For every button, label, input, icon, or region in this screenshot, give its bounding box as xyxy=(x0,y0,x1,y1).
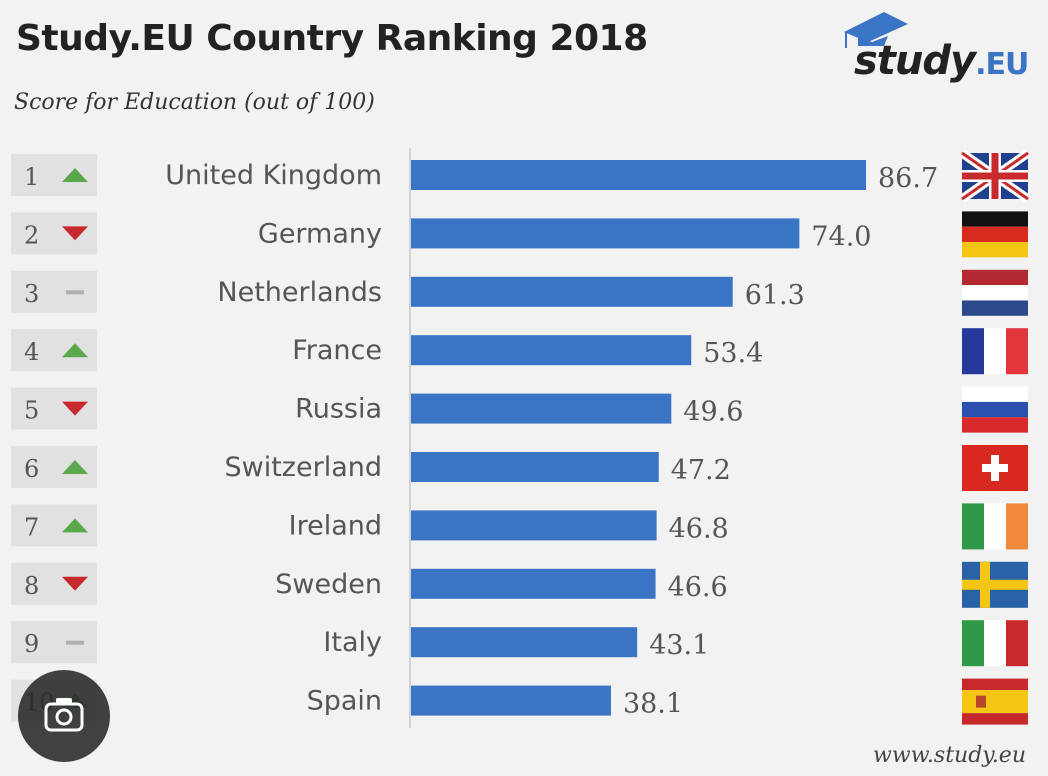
chart-row: 7 Ireland 46.8 xyxy=(11,503,1028,550)
chart-row: 2 Germany 74.0 xyxy=(11,211,1028,258)
italy-flag xyxy=(962,620,1028,667)
rank-box xyxy=(11,562,97,605)
rank-number: 2 xyxy=(24,221,39,249)
category-label: Ireland xyxy=(289,510,382,541)
bar xyxy=(411,568,656,599)
category-label: United Kingdom xyxy=(165,160,382,191)
trend-down-icon xyxy=(62,226,88,241)
chart-row: 6 Switzerland 47.2 xyxy=(11,445,1028,491)
value-label: 46.8 xyxy=(669,513,729,544)
value-label: 49.6 xyxy=(683,397,743,428)
trend-down-icon xyxy=(62,576,88,591)
camera-icon xyxy=(44,698,84,732)
value-label: 38.1 xyxy=(623,689,683,720)
value-label: 47.2 xyxy=(671,455,731,486)
chart-row: 3 Netherlands 61.3 xyxy=(11,269,1028,316)
sweden-flag xyxy=(962,561,1028,608)
russia-flag xyxy=(962,386,1028,433)
rank-box xyxy=(11,154,97,196)
trend-up-icon xyxy=(62,518,88,533)
rank-number: 8 xyxy=(24,572,39,600)
category-label: Switzerland xyxy=(225,452,383,483)
bar xyxy=(411,218,800,249)
category-label: Spain xyxy=(307,686,382,717)
ireland-flag xyxy=(962,503,1028,550)
graduation-cap-icon xyxy=(844,12,908,48)
visual-search-button[interactable] xyxy=(18,670,110,762)
trend-same-icon xyxy=(66,640,84,645)
bar xyxy=(411,160,866,190)
uk-flag xyxy=(959,149,1031,203)
logo-brand: study xyxy=(854,38,976,84)
logo-wordmark: study.EU xyxy=(854,38,1029,84)
value-label: 46.6 xyxy=(668,572,728,603)
source-url: www.study.eu xyxy=(873,743,1026,768)
value-label: 43.1 xyxy=(649,630,709,661)
rank-number: 3 xyxy=(24,280,39,308)
chart-row: 4 France 53.4 xyxy=(11,328,1028,375)
rank-number: 6 xyxy=(24,455,39,483)
switzerland-flag xyxy=(962,445,1028,491)
rank-number: 9 xyxy=(24,630,39,658)
france-flag xyxy=(962,328,1028,375)
chart-row: 1 United Kingdom 86.7 xyxy=(11,149,1031,203)
bar xyxy=(411,627,638,658)
trend-same-icon xyxy=(66,290,84,295)
chart-row: 8 Sweden 46.6 xyxy=(11,561,1028,608)
category-label: Germany xyxy=(258,218,382,249)
bar xyxy=(411,335,692,366)
logo-suffix: .EU xyxy=(975,47,1029,82)
spain-flag xyxy=(962,678,1028,725)
chart-row: 10Spain38.1 xyxy=(11,678,1028,725)
trend-down-icon xyxy=(62,401,88,416)
value-label: 74.0 xyxy=(811,221,871,252)
rank-box xyxy=(11,212,97,255)
rank-number: 1 xyxy=(24,163,39,191)
trend-up-icon xyxy=(62,168,88,182)
rank-number: 5 xyxy=(24,397,39,425)
rank-number: 4 xyxy=(24,338,39,366)
study-eu-logo: study.EU xyxy=(838,10,1038,90)
category-label: Italy xyxy=(323,627,382,658)
rank-box xyxy=(11,329,97,372)
value-label: 53.4 xyxy=(703,338,763,369)
value-label: 61.3 xyxy=(745,280,805,311)
chart-title: Study.EU Country Ranking 2018 xyxy=(16,18,648,59)
trend-up-icon xyxy=(62,343,88,358)
rank-box xyxy=(11,387,97,430)
rank-box xyxy=(11,504,97,547)
bar xyxy=(411,393,672,424)
bar xyxy=(411,276,733,307)
bar xyxy=(411,510,657,541)
rank-box xyxy=(11,446,97,488)
bar xyxy=(411,685,611,716)
chart-row: 5 Russia 49.6 xyxy=(11,386,1028,433)
netherlands-flag xyxy=(962,269,1028,316)
rank-number: 7 xyxy=(24,513,39,541)
category-label: Netherlands xyxy=(217,277,382,308)
chart-subtitle: Score for Education (out of 100) xyxy=(14,90,375,115)
category-label: France xyxy=(292,335,382,366)
category-label: Russia xyxy=(295,394,382,425)
value-label: 86.7 xyxy=(878,163,938,194)
trend-up-icon xyxy=(62,460,88,474)
category-label: Sweden xyxy=(275,569,382,600)
germany-flag xyxy=(962,211,1028,258)
bar xyxy=(411,452,659,482)
chart-row: 9 Italy 43.1 xyxy=(11,620,1028,667)
